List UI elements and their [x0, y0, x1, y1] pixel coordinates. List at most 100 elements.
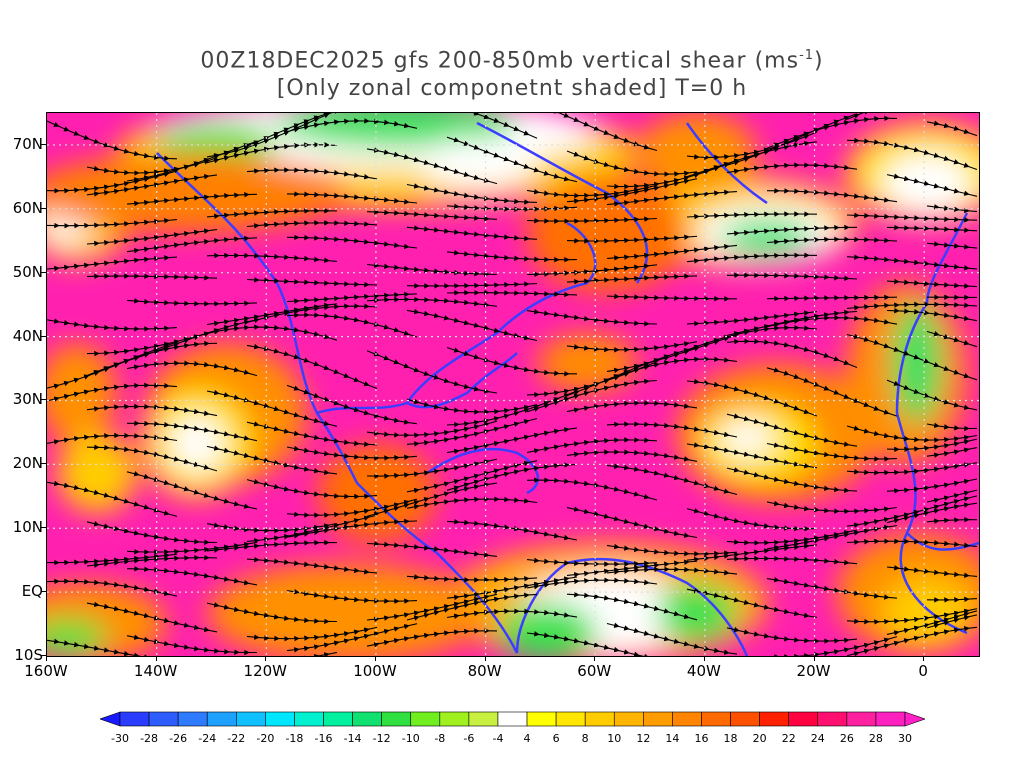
colorbar-label: -10	[402, 732, 420, 745]
streamline	[366, 541, 498, 558]
colorbar-swatch	[497, 711, 528, 727]
streamline	[926, 447, 978, 458]
streamline	[686, 588, 818, 619]
streamline	[86, 444, 218, 472]
lon-tick-label: 120W	[243, 662, 288, 680]
streamline	[526, 477, 658, 501]
streamline	[406, 183, 538, 205]
streamline	[47, 432, 178, 445]
lat-tick	[41, 463, 46, 465]
lon-tick	[374, 656, 376, 661]
streamline	[286, 518, 418, 539]
streamline	[126, 360, 258, 377]
streamline	[686, 140, 818, 178]
lat-tick	[41, 591, 46, 593]
streamline	[406, 496, 538, 510]
streamline	[86, 520, 218, 545]
streamline	[533, 113, 658, 152]
lon-tick	[703, 656, 705, 661]
streamline	[886, 379, 978, 411]
streamline	[526, 216, 658, 224]
streamline	[606, 189, 738, 207]
colorbar-label: -4	[492, 732, 503, 745]
streamline	[566, 591, 698, 621]
streamline	[286, 118, 418, 133]
colorbar-label: 30	[898, 732, 912, 745]
colorbar-swatch	[643, 711, 673, 727]
streamline	[446, 608, 578, 619]
streamline	[526, 631, 650, 656]
streamline	[366, 262, 498, 277]
colorbar-label: 18	[724, 732, 738, 745]
lat-tick-label: EQ	[21, 582, 43, 601]
lat-tick-label: 40N	[12, 326, 43, 345]
colorbar-label: -6	[463, 732, 474, 745]
streamline	[206, 141, 338, 164]
colorbar-label: 22	[782, 732, 796, 745]
colorbar-label: 8	[582, 732, 589, 745]
streamline	[47, 480, 178, 517]
colorbar-low-arrow	[100, 711, 121, 727]
streamline	[286, 191, 418, 205]
streamline	[766, 577, 898, 600]
colorbar-swatch	[235, 711, 266, 727]
streamline	[766, 236, 898, 245]
streamline	[726, 338, 858, 369]
streamline	[126, 191, 258, 207]
colorbar-swatch	[555, 711, 586, 727]
streamline	[886, 173, 978, 197]
lon-tick-label: 140W	[133, 662, 178, 680]
streamline	[206, 324, 338, 341]
streamline	[766, 115, 898, 149]
colorbar-label: -20	[256, 732, 274, 745]
lat-tick-label: 60N	[12, 198, 43, 217]
colorbar-swatch	[526, 711, 557, 727]
streamline	[126, 235, 258, 254]
streamline	[846, 462, 978, 476]
streamline	[206, 389, 338, 427]
streamline	[406, 592, 538, 621]
streamline	[366, 209, 498, 222]
streamline	[286, 234, 418, 250]
lon-tick-label: 100W	[353, 662, 397, 680]
colorbar-label: -30	[111, 732, 129, 745]
lat-tick	[41, 335, 46, 337]
colorbar-swatch	[410, 711, 441, 727]
colorbar-swatch	[148, 711, 179, 727]
streamline	[206, 602, 338, 625]
streamline	[127, 420, 258, 442]
streamline	[246, 303, 378, 324]
streamline	[446, 289, 578, 298]
streamline	[726, 555, 858, 566]
streamline	[366, 350, 498, 394]
lat-tick	[41, 527, 46, 529]
streamline	[47, 578, 178, 597]
lon-tick	[594, 656, 596, 661]
streamline	[886, 438, 978, 453]
streamline	[846, 626, 978, 656]
colorbar-label: 10	[607, 732, 621, 745]
colorbar-label: -8	[434, 732, 445, 745]
streamline	[846, 538, 978, 548]
streamline	[886, 278, 978, 289]
lon-tick-label: 40W	[686, 662, 721, 680]
streamline	[206, 445, 338, 476]
streamline	[86, 273, 218, 281]
streamline	[286, 312, 418, 338]
lat-tick	[41, 143, 46, 145]
streamline	[526, 437, 658, 454]
colorbar-label: -16	[315, 732, 333, 745]
lat-tick	[41, 655, 46, 656]
streamline	[526, 263, 658, 278]
colorbar-label: 12	[636, 732, 650, 745]
streamline	[766, 314, 898, 328]
colorbar-swatch	[875, 711, 906, 727]
streamline	[686, 378, 818, 417]
streamline	[606, 243, 738, 261]
colorbar-swatch	[672, 711, 702, 727]
colorbar-label: 16	[694, 732, 708, 745]
colorbar-swatch	[177, 711, 208, 727]
streamline	[846, 301, 978, 311]
streamline	[47, 382, 178, 402]
map-title-line1: 00Z18DEC2025 gfs 200-850mb vertical shea…	[200, 48, 824, 74]
